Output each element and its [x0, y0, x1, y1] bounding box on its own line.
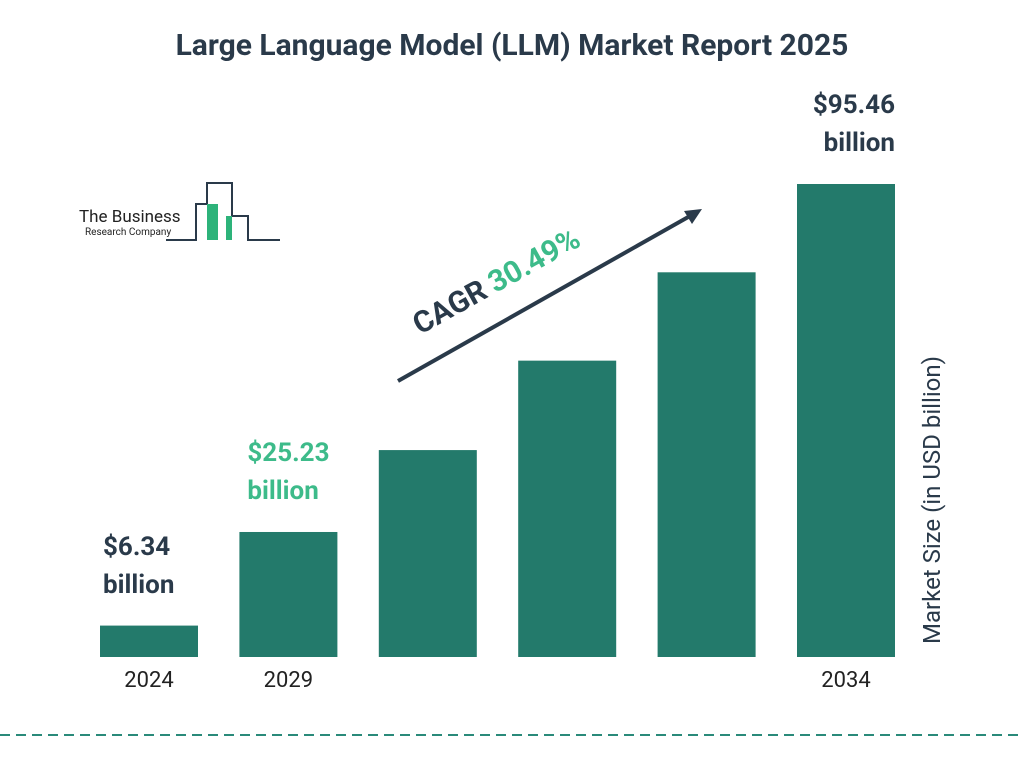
- bar: [100, 625, 198, 657]
- bar: [239, 531, 338, 657]
- bar: [518, 360, 617, 657]
- cagr-arrow: [397, 214, 691, 383]
- bar: [797, 184, 895, 657]
- logo-bar: [207, 204, 218, 240]
- value-label: $25.23 billion: [247, 437, 330, 506]
- bar: [378, 450, 477, 657]
- logo-bar: [226, 216, 232, 240]
- cagr-arrowhead: [684, 209, 702, 224]
- value-label: $6.34 billion: [103, 531, 175, 600]
- x-tick-label: 2034: [821, 668, 871, 693]
- logo-subtext: Research Company: [85, 227, 171, 238]
- value-label: $95.46 billion: [812, 90, 895, 158]
- y-axis-label: Market Size (in USD billion): [918, 356, 946, 644]
- cagr-label: CAGR: [407, 273, 493, 342]
- logo: The Business Research Company: [79, 182, 280, 241]
- x-tick-label: 2029: [263, 668, 314, 693]
- logo-outline: [166, 182, 280, 241]
- chart-title: Large Language Model (LLM) Market Report…: [175, 28, 849, 63]
- bar: [657, 272, 756, 657]
- logo-text: The Business: [79, 207, 181, 227]
- cagr-value: 30.49%: [482, 221, 586, 300]
- x-tick-label: 2024: [124, 668, 174, 693]
